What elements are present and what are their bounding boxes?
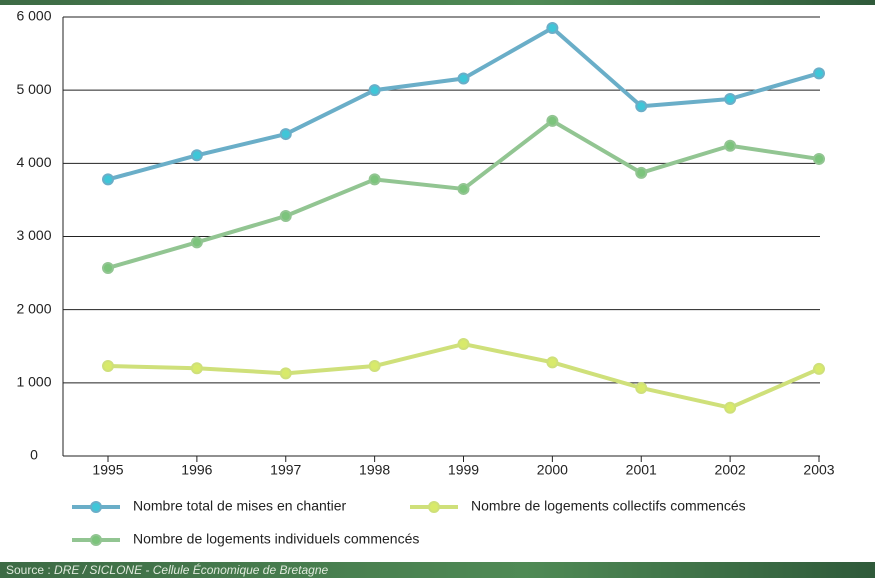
y-tick-label: 4 000 [16, 154, 51, 170]
point [102, 173, 114, 186]
x-tick-label: 1996 [181, 462, 212, 478]
x-tick-label: 2002 [715, 462, 746, 478]
point [368, 360, 381, 373]
point [102, 360, 114, 373]
point [90, 534, 102, 546]
point [190, 149, 203, 162]
point [428, 501, 440, 513]
point [813, 67, 825, 80]
x-tick-label: 1999 [448, 462, 479, 478]
legend-label: Nombre de logements collectifs commencés [471, 498, 746, 514]
point [368, 84, 381, 97]
source-text: DRE / SICLONE - Cellule Économique de Br… [54, 562, 328, 577]
y-tick-label: 5 000 [16, 81, 51, 97]
point [279, 367, 292, 380]
point [546, 356, 559, 369]
x-tick-label: 2000 [537, 462, 568, 478]
y-tick-label: 1 000 [16, 374, 51, 390]
point [724, 139, 737, 152]
x-tick-label: 2003 [803, 462, 834, 478]
x-tick-label: 1998 [359, 462, 390, 478]
point [102, 261, 114, 274]
point [457, 338, 470, 351]
y-tick-label: 0 [30, 447, 38, 463]
x-tick-label: 1995 [92, 462, 123, 478]
series-line [107, 25, 820, 182]
x-tick-label: 1997 [270, 462, 301, 478]
point [813, 362, 825, 375]
source-prefix: Source : [6, 563, 51, 577]
point [635, 381, 648, 394]
y-tick-label: 2 000 [16, 300, 51, 316]
point [457, 72, 470, 85]
legend-label: Nombre de logements individuels commencé… [133, 531, 419, 547]
point [279, 128, 292, 141]
x-tick-label: 2001 [626, 462, 657, 478]
point [635, 100, 648, 113]
y-tick-label: 6 000 [16, 8, 51, 24]
y-tick-label: 3 000 [16, 227, 51, 243]
point [190, 362, 203, 375]
source: Source : DRE / SICLONE - Cellule Économi… [6, 562, 329, 577]
series-line [107, 342, 820, 410]
point [368, 173, 381, 186]
point [724, 401, 737, 414]
point [813, 152, 825, 165]
point [279, 210, 292, 223]
point [90, 501, 102, 513]
footer-band [0, 562, 875, 578]
point [190, 236, 203, 249]
point [546, 114, 559, 127]
point [546, 21, 559, 34]
legend-label: Nombre total de mises en chantier [133, 498, 347, 514]
point [724, 92, 737, 105]
point [635, 166, 648, 179]
point [457, 182, 470, 195]
top-band [0, 0, 875, 5]
